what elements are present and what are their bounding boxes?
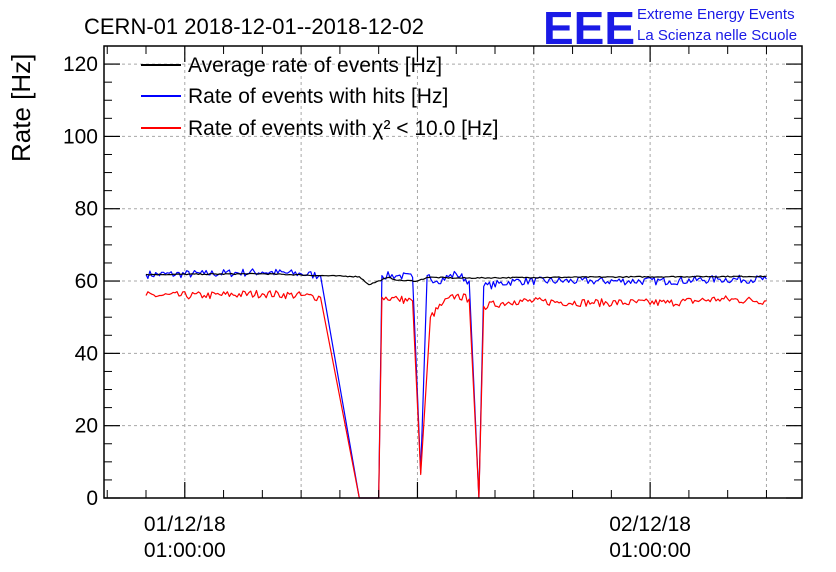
y-tick-label: 80 [75, 198, 98, 221]
chi2-rate-line [145, 289, 767, 499]
y-tick-label: 20 [75, 415, 98, 438]
legend-entry-chi2: Rate of events with χ² < 10.0 [Hz] [141, 117, 498, 140]
x-tick-time-label: 01:00:00 [609, 539, 691, 562]
y-tick-label: 100 [63, 125, 98, 148]
y-tick-labels: 0 20 40 60 80 100 120 [63, 53, 98, 510]
plot-frame [103, 45, 803, 499]
chart-title: CERN-01 2018-12-01--2018-12-02 [84, 14, 424, 39]
legend-entry-average: Average rate of events [Hz] [141, 54, 442, 77]
eee-logo: EEE Extreme Energy Events La Scienza nel… [543, 2, 797, 54]
y-tick-label: 40 [75, 342, 98, 365]
legend-label: Rate of events with χ² < 10.0 [Hz] [188, 117, 498, 140]
y-tick-label: 120 [63, 53, 98, 76]
x-tick-labels: 01/12/18 01:00:00 02/12/18 01:00:00 [144, 513, 691, 562]
legend-label: Average rate of events [Hz] [188, 54, 442, 77]
x-tick-date-label: 01/12/18 [144, 513, 226, 536]
legend-label: Rate of events with hits [Hz] [188, 85, 448, 108]
average-rate-line [145, 272, 767, 286]
legend-entry-hits: Rate of events with hits [Hz] [141, 85, 448, 108]
grid-lines [104, 46, 802, 498]
series-lines [145, 268, 767, 499]
axis-ticks [104, 46, 802, 499]
hits-rate-line [145, 268, 767, 499]
logo-line-2: La Scienza nelle Scuole [637, 27, 797, 44]
logo-line-1: Extreme Energy Events [637, 6, 795, 23]
legend: Average rate of events [Hz] Rate of event… [141, 54, 498, 140]
y-tick-label: 0 [86, 487, 98, 510]
y-tick-label: 60 [75, 270, 98, 293]
x-tick-date-label: 02/12/18 [609, 513, 691, 536]
x-tick-time-label: 01:00:00 [144, 539, 226, 562]
y-axis-label: Rate [Hz] [6, 54, 36, 162]
